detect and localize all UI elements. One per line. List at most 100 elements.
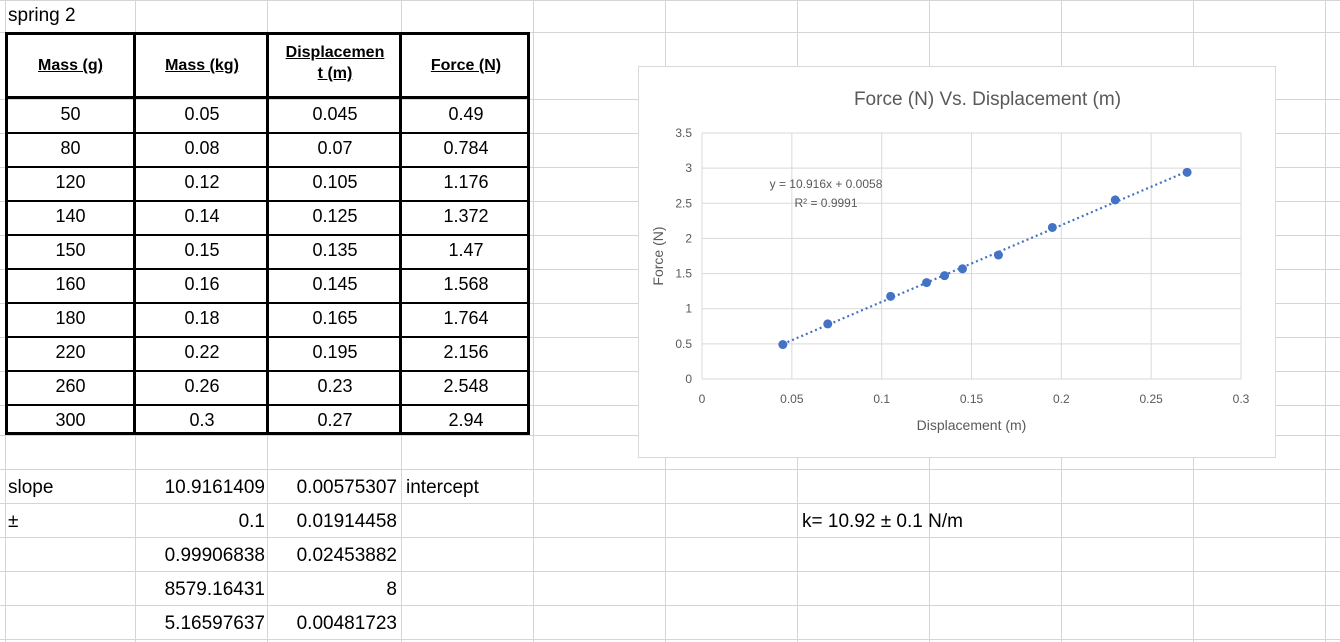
header-displacement-line2: t (m) <box>317 65 353 82</box>
table-row-divider <box>5 234 530 236</box>
table-row-divider <box>5 336 530 338</box>
x-tick-label: 0.05 <box>780 392 804 406</box>
data-point[interactable] <box>922 278 932 288</box>
header-mass-g[interactable]: Mass (g) <box>38 57 103 74</box>
y-tick-label: 2 <box>685 231 692 245</box>
stat-value-right[interactable]: 0.00481723 <box>296 613 397 634</box>
mass-g-cell[interactable]: 160 <box>55 274 86 294</box>
stat-value-right[interactable]: 8 <box>386 579 397 600</box>
x-tick-label: 0.3 <box>1233 392 1250 406</box>
force-cell[interactable]: 1.47 <box>448 240 484 260</box>
chart-title: Force (N) Vs. Displacement (m) <box>854 89 1121 110</box>
x-tick-label: 0.2 <box>1053 392 1070 406</box>
mass-kg-cell[interactable]: 0.05 <box>184 104 220 124</box>
force-cell[interactable]: 2.548 <box>443 376 489 396</box>
force-cell[interactable]: 1.764 <box>443 308 489 328</box>
mass-kg-cell[interactable]: 0.14 <box>184 206 220 226</box>
mass-kg-cell[interactable]: 0.18 <box>184 308 220 328</box>
trendline-r-squared: R² = 0.9991 <box>794 196 857 210</box>
table-row-divider <box>5 166 530 168</box>
x-tick-label: 0 <box>699 392 706 406</box>
y-tick-label: 1 <box>685 302 692 316</box>
mass-g-cell[interactable]: 300 <box>55 410 86 430</box>
displacement-cell[interactable]: 0.145 <box>312 274 358 294</box>
table-row-divider <box>5 370 530 372</box>
table-row-divider <box>5 200 530 202</box>
mass-g-cell[interactable]: 140 <box>55 206 86 226</box>
k-result[interactable]: k= 10.92 ± 0.1 N/m <box>802 511 963 532</box>
mass-kg-cell[interactable]: 0.16 <box>184 274 220 294</box>
mass-kg-cell[interactable]: 0.26 <box>184 376 220 396</box>
displacement-cell[interactable]: 0.105 <box>312 172 358 192</box>
mass-kg-cell[interactable]: 0.22 <box>184 342 220 362</box>
data-point[interactable] <box>993 250 1003 260</box>
mass-g-cell[interactable]: 220 <box>55 342 86 362</box>
table-row-divider <box>5 302 530 304</box>
force-cell[interactable]: 1.372 <box>443 206 489 226</box>
table-column-divider <box>133 32 136 435</box>
displacement-cell[interactable]: 0.07 <box>317 138 353 158</box>
data-point[interactable] <box>940 271 950 281</box>
sheet-title[interactable]: spring 2 <box>8 5 76 26</box>
x-axis-label: Displacement (m) <box>917 417 1027 433</box>
force-cell[interactable]: 0.784 <box>443 138 489 158</box>
stat-value-right[interactable]: 0.00575307 <box>296 477 397 498</box>
mass-g-cell[interactable]: 260 <box>55 376 86 396</box>
displacement-cell[interactable]: 0.135 <box>312 240 358 260</box>
displacement-cell[interactable]: 0.045 <box>312 104 358 124</box>
y-tick-label: 3 <box>685 161 692 175</box>
displacement-cell[interactable]: 0.23 <box>317 376 353 396</box>
stat-value-left[interactable]: 0.99906838 <box>164 545 265 566</box>
mass-g-cell[interactable]: 50 <box>60 104 81 124</box>
displacement-cell[interactable]: 0.27 <box>317 410 353 430</box>
force-cell[interactable]: 1.176 <box>443 172 489 192</box>
intercept-label[interactable]: intercept <box>406 477 479 498</box>
x-tick-label: 0.15 <box>960 392 984 406</box>
data-point[interactable] <box>958 264 968 274</box>
y-tick-label: 2.5 <box>675 196 692 210</box>
stat-value-right[interactable]: 0.02453882 <box>296 545 397 566</box>
chart-canvas: Force (N) Vs. Displacement (m) 0 0.5 1 1.5 2 2… <box>650 89 1250 433</box>
data-point[interactable] <box>1110 195 1120 205</box>
force-cell[interactable]: 1.568 <box>443 274 489 294</box>
mass-kg-cell[interactable]: 0.15 <box>184 240 220 260</box>
table-row-divider <box>5 132 530 134</box>
header-displacement[interactable]: Displacemen t (m) <box>270 42 400 84</box>
mass-g-cell[interactable]: 180 <box>55 308 86 328</box>
header-force[interactable]: Force (N) <box>430 57 502 74</box>
table-row-divider <box>5 404 530 406</box>
stat-value-left[interactable]: 0.1 <box>238 511 265 532</box>
data-point[interactable] <box>823 319 833 329</box>
data-point[interactable] <box>886 291 896 301</box>
mass-g-cell[interactable]: 120 <box>55 172 86 192</box>
header-displacement-line1: Displacemen <box>285 44 385 61</box>
mass-g-cell[interactable]: 150 <box>55 240 86 260</box>
data-point[interactable] <box>1182 167 1192 177</box>
displacement-cell[interactable]: 0.195 <box>312 342 358 362</box>
y-tick-label: 0 <box>685 372 692 386</box>
y-tick-label: 1.5 <box>675 267 692 281</box>
force-cell[interactable]: 0.49 <box>448 104 484 124</box>
plus-minus-label[interactable]: ± <box>8 511 19 532</box>
table-column-divider <box>399 32 402 435</box>
displacement-cell[interactable]: 0.165 <box>312 308 358 328</box>
mass-kg-cell[interactable]: 0.12 <box>184 172 220 192</box>
slope-label[interactable]: slope <box>8 477 54 498</box>
mass-kg-cell[interactable]: 0.08 <box>184 138 220 158</box>
header-mass-kg[interactable]: Mass (kg) <box>165 57 239 74</box>
trendline-equation: y = 10.916x + 0.0058 <box>770 177 883 191</box>
stat-value-left[interactable]: 5.16597637 <box>164 613 265 634</box>
force-cell[interactable]: 2.94 <box>448 410 484 430</box>
mass-g-cell[interactable]: 80 <box>60 138 81 158</box>
stat-value-right[interactable]: 0.01914458 <box>296 511 397 532</box>
y-tick-label: 3.5 <box>675 126 692 140</box>
force-cell[interactable]: 2.156 <box>443 342 489 362</box>
table-row-divider <box>5 268 530 270</box>
displacement-cell[interactable]: 0.125 <box>312 206 358 226</box>
stat-value-left[interactable]: 8579.16431 <box>164 579 265 600</box>
data-point[interactable] <box>1047 222 1057 232</box>
stat-value-left[interactable]: 10.9161409 <box>164 477 265 498</box>
data-point[interactable] <box>778 340 788 350</box>
mass-kg-cell[interactable]: 0.3 <box>189 410 215 430</box>
scatter-chart[interactable]: Force (N) Vs. Displacement (m) 0 0.5 1 1.5 2 2… <box>638 66 1276 458</box>
